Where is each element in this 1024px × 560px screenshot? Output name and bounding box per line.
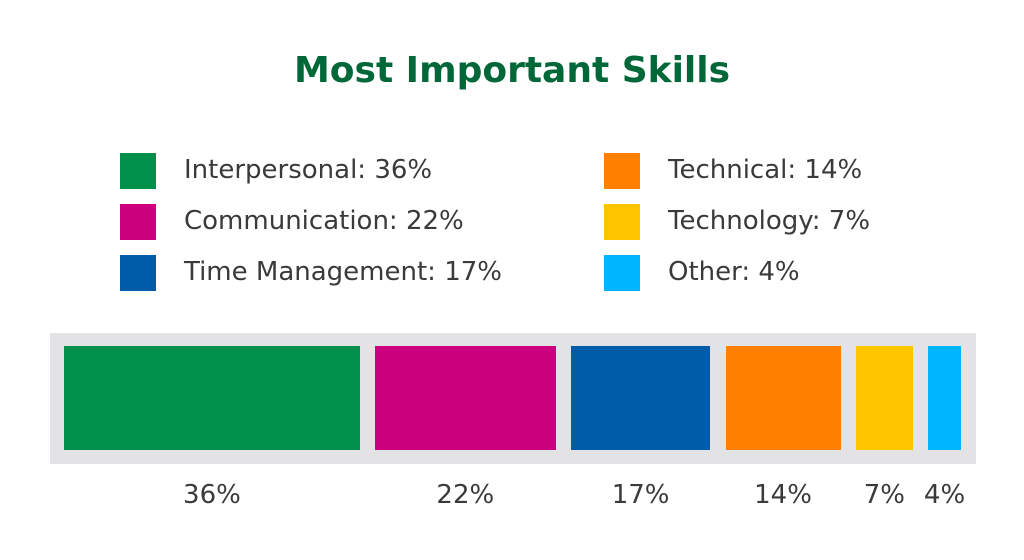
bar-segment-technology [855,346,914,450]
legend-label: Interpersonal: 36% [184,155,433,185]
legend-label: Time Management: 17% [184,257,502,287]
legend-swatch [604,204,640,240]
bar-segment-technical [725,346,841,450]
bar-value-label: 36% [183,480,241,510]
bar-segment-interpersonal [64,346,360,450]
bar-segment-time-management [570,346,711,450]
bar-segment-other [928,346,961,450]
bar-value-label: 22% [436,480,495,510]
bar-value-label: 7% [863,480,905,510]
bar-value-label: 17% [611,480,670,510]
legend-swatch [120,255,156,291]
bar-value-label: 14% [754,480,812,510]
bar-value-label: 4% [923,480,966,510]
legend-swatch [120,204,156,240]
legend-label: Technical: 14% [668,155,863,185]
legend-swatch [604,153,640,189]
chart-title: Most Important Skills [293,50,731,91]
legend-label: Communication: 22% [184,206,464,236]
legend-swatch [604,255,640,291]
stacked-bar-track [50,333,976,464]
legend-label: Other: 4% [668,257,800,287]
legend-label: Technology: 7% [668,206,871,236]
legend-swatch [120,153,156,189]
bar-segment-communication [374,346,556,450]
